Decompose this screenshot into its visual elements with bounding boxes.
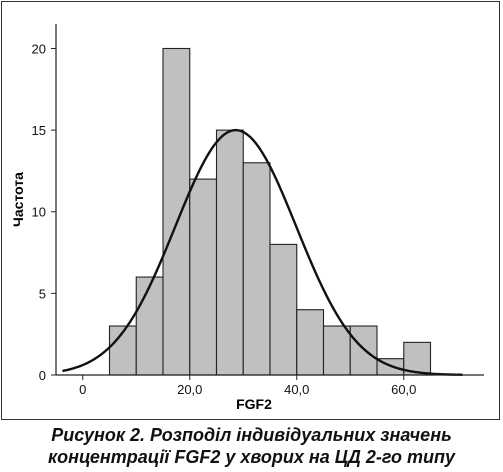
y-tick-label: 20	[32, 41, 46, 56]
histogram-bar-12	[403, 341, 432, 376]
histogram-bar-5	[215, 129, 244, 376]
histogram-bar-7	[269, 243, 298, 376]
x-tick-label: 20,0	[177, 382, 202, 397]
histogram-bar-9	[322, 325, 351, 376]
caption-line-2: концентрації FGF2 у хворих на ЦД 2-го ти…	[47, 447, 456, 467]
x-tick-label: 60,0	[391, 382, 416, 397]
axes	[51, 24, 484, 380]
histogram-bar-10	[349, 325, 378, 376]
histogram-bar-8	[296, 309, 325, 376]
x-tick-label: 0	[79, 382, 86, 397]
y-tick-label: 0	[39, 368, 46, 383]
histogram-bar-4	[189, 178, 218, 376]
x-tick-label: 40,0	[284, 382, 309, 397]
histogram-bars	[108, 47, 432, 376]
figure-caption: Рисунок 2. Розподіл індивідуальних значе…	[0, 424, 503, 468]
histogram-bar-3	[162, 47, 191, 376]
histogram-bar-2	[135, 276, 164, 376]
chart-frame: 0 5 10 15 20 0 20,0 40,0 60,0 FGF2 Частота	[1, 1, 500, 420]
caption-line-1: Рисунок 2. Розподіл індивідуальних значе…	[51, 425, 452, 445]
x-axis-title: FGF2	[236, 396, 272, 412]
histogram-bar-1	[108, 325, 137, 376]
histogram-bar-6	[242, 162, 271, 376]
tick-labels: 0 5 10 15 20 0 20,0 40,0 60,0	[32, 41, 417, 397]
normal-curve	[62, 128, 463, 376]
y-tick-label: 15	[32, 123, 46, 138]
y-tick-label: 5	[39, 286, 46, 301]
y-axis-title: Частота	[10, 172, 26, 227]
y-tick-label: 10	[32, 205, 46, 220]
histogram-chart: 0 5 10 15 20 0 20,0 40,0 60,0 FGF2 Частота	[10, 24, 484, 412]
